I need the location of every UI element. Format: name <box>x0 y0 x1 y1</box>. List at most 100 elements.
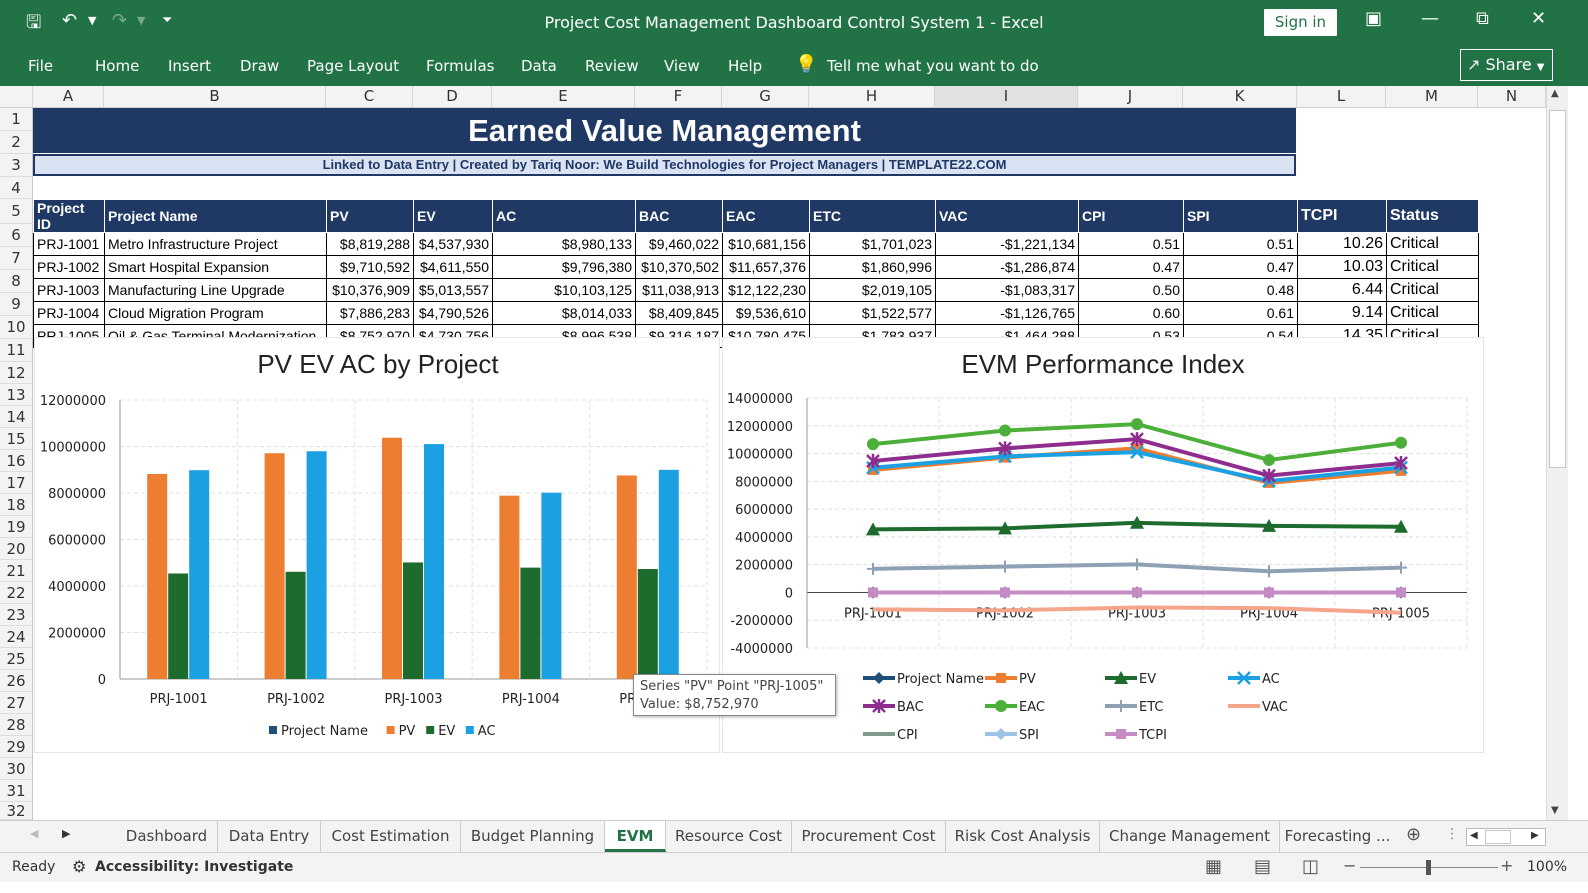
line-point-marker[interactable] <box>1395 561 1407 574</box>
header-ac[interactable]: AC <box>492 199 636 233</box>
line-point-marker[interactable] <box>999 560 1011 573</box>
header-eac[interactable]: EAC <box>722 199 810 233</box>
column-header-j[interactable]: J <box>1078 86 1183 107</box>
tab-formulas[interactable]: Formulas <box>426 57 495 75</box>
row-header[interactable]: 14 <box>0 406 32 428</box>
cell-project-name[interactable]: Metro Infrastructure Project <box>104 232 327 256</box>
tab-view[interactable]: View <box>664 57 700 75</box>
cell-ev[interactable]: $4,537,930 <box>413 232 493 256</box>
row-header[interactable]: 25 <box>0 648 32 670</box>
column-header-g[interactable]: G <box>722 86 809 107</box>
cell-tcpi[interactable]: 10.26 <box>1297 232 1387 256</box>
line-series-etc[interactable] <box>867 558 1407 578</box>
column-header-m[interactable]: M <box>1386 86 1478 107</box>
page-layout-view-icon[interactable]: ▤ <box>1254 856 1272 877</box>
line-point-marker[interactable] <box>1132 587 1142 598</box>
row-header[interactable]: 9 <box>0 293 32 316</box>
cell-project-id[interactable]: PRJ-1004 <box>33 301 105 325</box>
line-point-marker[interactable] <box>1000 587 1010 598</box>
page-break-view-icon[interactable]: ◫ <box>1302 856 1320 877</box>
sheet-tab-change-management[interactable]: Change Management <box>1100 821 1280 852</box>
tab-insert[interactable]: Insert <box>168 57 212 75</box>
cell-etc[interactable]: $2,019,105 <box>809 278 936 302</box>
row-header[interactable]: 12 <box>0 362 32 384</box>
cell-eac[interactable]: $12,122,230 <box>722 278 810 302</box>
header-project-id[interactable]: Project ID <box>33 199 105 233</box>
vertical-scrollbar[interactable]: ▲ ▼ <box>1546 86 1568 820</box>
line-point-marker[interactable] <box>1130 445 1144 460</box>
line-point-marker[interactable] <box>998 521 1012 535</box>
row-header[interactable]: 31 <box>0 780 32 802</box>
row-header[interactable]: 30 <box>0 758 32 780</box>
row-header[interactable]: 1 <box>0 108 32 131</box>
ribbon-display-icon[interactable]: ▣ <box>1365 8 1383 29</box>
bar-ac-prj-1002[interactable] <box>306 451 327 679</box>
line-point-marker[interactable] <box>1264 587 1274 598</box>
cell-spi[interactable]: 0.48 <box>1183 278 1298 302</box>
line-point-marker[interactable] <box>1263 565 1275 578</box>
line-series-ev[interactable] <box>866 515 1408 536</box>
column-header-l[interactable]: L <box>1297 86 1386 107</box>
row-header[interactable]: 5 <box>0 199 32 224</box>
cell-eac[interactable]: $10,681,156 <box>722 232 810 256</box>
cell-cpi[interactable]: 0.50 <box>1078 278 1184 302</box>
cell-bac[interactable]: $9,460,022 <box>635 232 723 256</box>
row-header[interactable]: 28 <box>0 714 32 736</box>
header-etc[interactable]: ETC <box>809 199 936 233</box>
line-point-marker[interactable] <box>1130 432 1144 447</box>
cell-vac[interactable]: -$1,221,134 <box>935 232 1079 256</box>
cell-ev[interactable]: $4,790,526 <box>413 301 493 325</box>
bar-pv-prj-1004[interactable] <box>499 495 520 679</box>
line-point-marker[interactable] <box>1131 418 1143 431</box>
cell-tcpi[interactable]: 10.03 <box>1297 255 1387 279</box>
cell-bac[interactable]: $11,038,913 <box>635 278 723 302</box>
cell-project-id[interactable]: PRJ-1003 <box>33 278 105 302</box>
tell-me-search[interactable]: Tell me what you want to do <box>827 57 1039 75</box>
cell-project-name[interactable]: Manufacturing Line Upgrade <box>104 278 327 302</box>
row-header[interactable]: 19 <box>0 516 32 538</box>
row-header[interactable]: 27 <box>0 692 32 714</box>
cell-eac[interactable]: $9,536,610 <box>722 301 810 325</box>
restore-icon[interactable]: ⧉ <box>1476 8 1489 29</box>
tab-review[interactable]: Review <box>585 57 639 75</box>
row-header[interactable]: 20 <box>0 538 32 560</box>
bar-ev-prj-1005[interactable] <box>637 569 658 679</box>
header-tcpi[interactable]: TCPI <box>1297 199 1387 233</box>
column-header-h[interactable]: H <box>809 86 935 107</box>
row-header[interactable]: 18 <box>0 494 32 516</box>
sheet-tab-data-entry[interactable]: Data Entry <box>218 821 321 852</box>
evm-performance-line-chart[interactable]: EVM Performance Index -4000000 -2000000 0 20… <box>722 337 1484 753</box>
line-point-marker[interactable] <box>999 424 1011 437</box>
cell-pv[interactable]: $7,886,283 <box>326 301 414 325</box>
bar-pv-prj-1003[interactable] <box>382 437 402 679</box>
scrollbar-thumb[interactable] <box>1549 110 1566 468</box>
bar-ev-prj-1001[interactable] <box>168 573 189 679</box>
header-vac[interactable]: VAC <box>935 199 1079 233</box>
header-status[interactable]: Status <box>1386 199 1479 233</box>
line-point-marker[interactable] <box>868 464 878 475</box>
line-point-marker[interactable] <box>868 587 878 598</box>
column-header-k[interactable]: K <box>1183 86 1297 107</box>
row-header[interactable]: 11 <box>0 339 32 362</box>
bar-ac-prj-1004[interactable] <box>541 492 562 679</box>
sheet-tab-dashboard[interactable]: Dashboard <box>116 821 218 852</box>
customize-toolbar-icon[interactable]: ⏷ <box>162 13 173 28</box>
cell-pv[interactable]: $10,376,909 <box>326 278 414 302</box>
line-point-marker[interactable] <box>1395 436 1407 449</box>
cell-pv[interactable]: $9,710,592 <box>326 255 414 279</box>
row-header[interactable]: 29 <box>0 736 32 758</box>
line-series-tcpi[interactable] <box>868 587 1406 598</box>
header-spi[interactable]: SPI <box>1183 199 1298 233</box>
cell-ac[interactable]: $8,014,033 <box>492 301 636 325</box>
pv-ev-ac-bar-chart[interactable]: PV EV AC by Project 0 2000000 4000000 600000… <box>34 337 720 753</box>
bar-ac-prj-1001[interactable] <box>189 470 210 679</box>
prev-sheet-icon[interactable]: ◀ <box>30 827 39 840</box>
zoom-slider-thumb[interactable] <box>1426 860 1431 875</box>
line-path[interactable] <box>872 605 1402 615</box>
column-header-b[interactable]: B <box>104 86 326 107</box>
cell-cpi[interactable]: 0.47 <box>1078 255 1184 279</box>
normal-view-icon[interactable]: ▦ <box>1205 856 1223 877</box>
cell-status[interactable]: Critical <box>1386 278 1479 302</box>
column-header-d[interactable]: D <box>413 86 492 107</box>
bar-ac-prj-1005[interactable] <box>658 469 679 679</box>
